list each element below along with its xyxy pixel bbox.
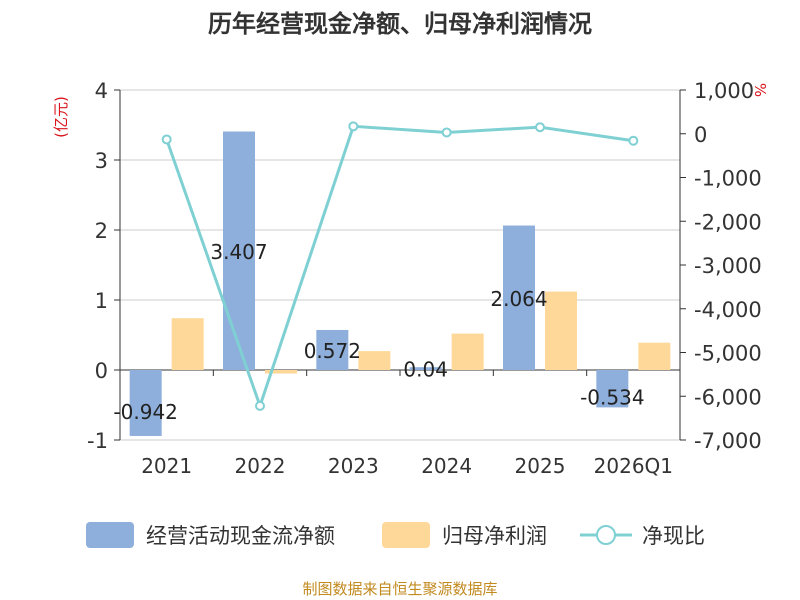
cashflow-bar xyxy=(129,370,162,436)
left-tick-label: -1 xyxy=(87,429,108,453)
axes: -1 0 1 2 3 4 -7,000 -6,000 -5,000 -4,000 -3,000 -2,… xyxy=(87,79,762,478)
cashflow-bar xyxy=(503,225,535,370)
left-tick-label: 3 xyxy=(95,149,108,173)
cashflow-bar xyxy=(223,131,255,370)
cashflow-bar xyxy=(316,329,349,370)
profit-bar xyxy=(545,291,577,370)
source-note: 制图数据来自恒生聚源数据库 xyxy=(302,580,497,598)
bars xyxy=(129,131,671,436)
left-tick-label: 2 xyxy=(95,219,108,243)
profit-bar xyxy=(265,370,297,374)
bar-data-label: 2.064 xyxy=(490,287,547,311)
profit-bar xyxy=(451,333,484,370)
right-tick-label: -5,000 xyxy=(694,342,762,366)
legend-swatch-profit xyxy=(382,522,430,548)
x-tick-label: 2024 xyxy=(421,454,472,478)
legend-label-profit: 归母净利润 xyxy=(442,524,547,548)
ratio-point xyxy=(535,122,545,133)
ratio-line-path xyxy=(165,124,634,411)
right-tick-label: -3,000 xyxy=(694,254,762,278)
ratio-point xyxy=(628,135,639,146)
legend: 经营活动现金流净额 归母净利润 净现比 xyxy=(86,522,705,548)
bar-data-label: 0.04 xyxy=(403,358,448,382)
ratio-line xyxy=(161,121,639,411)
cashflow-bar xyxy=(409,367,442,370)
right-tick-label: -4,000 xyxy=(694,298,762,322)
bar-data-label: 3.407 xyxy=(210,240,267,264)
right-tick-label: -1,000 xyxy=(694,167,762,191)
grid-lines xyxy=(120,89,680,441)
legend-label-ratio: 净现比 xyxy=(642,524,705,548)
chart-title: 历年经营现金净额、归母净利润情况 xyxy=(208,10,592,38)
right-tick-label: -2,000 xyxy=(694,210,762,234)
ratio-point xyxy=(255,400,265,411)
right-tick-label: -6,000 xyxy=(694,385,762,409)
x-tick-label: 2026Q1 xyxy=(594,454,673,478)
left-tick-label: 0 xyxy=(95,359,108,383)
right-tick-label: -7,000 xyxy=(694,429,762,453)
legend-label-cashflow: 经营活动现金流净额 xyxy=(146,524,335,548)
x-tick-label: 2021 xyxy=(141,454,192,478)
x-tick-label: 2023 xyxy=(328,454,379,478)
right-axis-unit: % xyxy=(751,83,769,97)
x-tick-label: 2022 xyxy=(235,454,286,478)
data-labels: -0.942 3.407 0.572 0.04 2.064 -0.534 xyxy=(113,240,644,424)
right-tick-label: 0 xyxy=(694,123,707,147)
profit-bar xyxy=(171,318,204,370)
left-tick-label: 4 xyxy=(95,79,108,103)
ratio-point xyxy=(441,127,452,138)
bar-data-label: -0.534 xyxy=(580,386,644,410)
profit-bar xyxy=(638,342,671,370)
right-tick-label: 1,000 xyxy=(694,79,754,103)
ratio-point xyxy=(161,134,172,145)
cashflow-bar xyxy=(596,370,629,408)
profit-bar xyxy=(358,351,391,370)
bar-data-label: 0.572 xyxy=(304,339,361,363)
left-axis-unit: (亿元) xyxy=(52,96,70,138)
ratio-point xyxy=(348,121,359,132)
bar-data-label: -0.942 xyxy=(113,400,177,424)
x-tick-label: 2025 xyxy=(515,454,566,478)
legend-marker-ratio xyxy=(596,525,616,545)
legend-swatch-cashflow xyxy=(86,522,134,548)
left-tick-label: 1 xyxy=(95,289,108,313)
